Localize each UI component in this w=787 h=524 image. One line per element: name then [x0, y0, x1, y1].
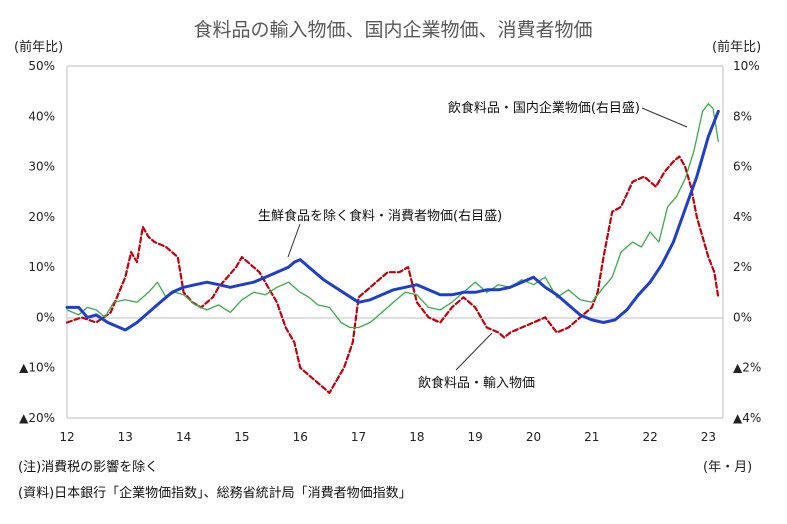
x-axis-unit: (年・月) — [703, 460, 752, 475]
x-tick-label: 23 — [701, 430, 716, 444]
x-tick-label: 12 — [59, 430, 74, 444]
right-tick-label: 2% — [733, 260, 752, 274]
x-tick-label: 21 — [584, 430, 599, 444]
x-axis-ticks: 12 13 14 15 16 17 18 19 20 21 22 23 — [59, 430, 716, 444]
right-tick-label: 4% — [733, 210, 752, 224]
annotation-leader-import — [455, 332, 493, 371]
annotation-cpi: 生鮮食品を除く食料・消費者物価(右目盛) — [258, 208, 502, 224]
left-tick-label: 0% — [36, 310, 55, 324]
annotations: 飲食料品・国内企業物価(右目盛) 生鮮食品を除く食料・消費者物価(右目盛) 飲食… — [258, 100, 688, 391]
chart-title: 食料品の輸入物価、国内企業物価、消費者物価 — [193, 19, 592, 41]
right-tick-label: ▲4% — [733, 411, 761, 425]
x-tick-label: 15 — [234, 430, 249, 444]
x-tick-label: 13 — [118, 430, 133, 444]
x-tick-label: 22 — [642, 430, 657, 444]
annotation-import-price: 飲食料品・輸入物価 — [418, 375, 535, 391]
left-tick-label: 10% — [28, 260, 55, 274]
right-tick-label: ▲2% — [733, 361, 761, 375]
left-tick-label: ▲10% — [19, 361, 55, 375]
annotation-domestic-price: 飲食料品・国内企業物価(右目盛) — [448, 100, 640, 116]
left-tick-label: 20% — [28, 210, 55, 224]
left-axis-unit: (前年比) — [14, 39, 63, 55]
right-axis-ticks: ▲4% ▲2% 0% 2% 4% 6% 8% 10% — [733, 59, 761, 425]
right-tick-label: 8% — [733, 109, 752, 123]
note: (注)消費税の影響を除く — [18, 459, 158, 475]
left-tick-label: 30% — [28, 160, 55, 174]
right-tick-label: 10% — [733, 59, 760, 73]
source-note: (資料)日本銀行「企業物価指数」、総務省統計局「消費者物価指数」 — [18, 485, 412, 501]
series-layer — [65, 103, 720, 394]
annotation-leader-domestic — [641, 107, 688, 128]
right-axis-unit: (前年比) — [712, 39, 761, 55]
x-tick-label: 18 — [409, 430, 424, 444]
left-tick-label: 50% — [28, 59, 55, 73]
right-tick-label: 0% — [733, 310, 752, 324]
x-tick-label: 17 — [351, 430, 366, 444]
series-line-0 — [65, 155, 720, 394]
x-tick-label: 20 — [526, 430, 541, 444]
left-tick-label: 40% — [28, 109, 55, 123]
left-axis-ticks: ▲20% ▲10% 0% 10% 20% 30% 40% 50% — [19, 59, 55, 425]
x-tick-label: 19 — [468, 430, 483, 444]
right-tick-label: 6% — [733, 160, 752, 174]
left-tick-label: ▲20% — [19, 411, 55, 425]
x-tick-label: 14 — [176, 430, 191, 444]
annotation-leader-cpi — [287, 223, 301, 258]
x-tick-label: 16 — [293, 430, 308, 444]
series-line-2 — [65, 109, 720, 332]
